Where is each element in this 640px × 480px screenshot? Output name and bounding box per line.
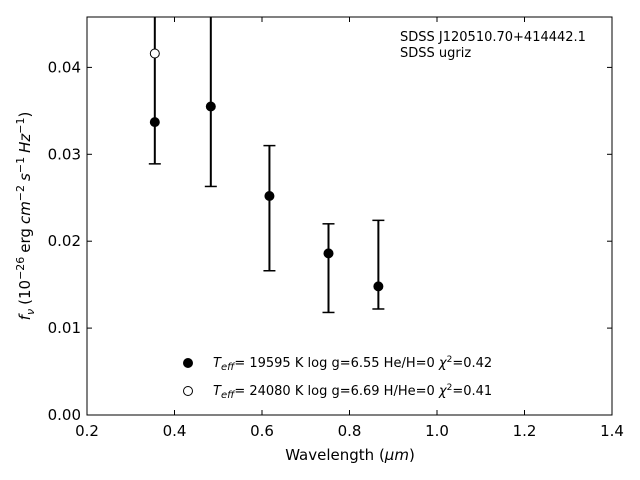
y-tick-label: 0.02	[48, 232, 81, 250]
y-axis-label-hz-exp: −1	[14, 118, 27, 134]
legend-marker-filled	[183, 358, 193, 368]
legend-entry-2-t: T	[213, 384, 222, 399]
y-axis-label-exp: −26	[14, 257, 27, 280]
y-tick-label: 0.03	[48, 145, 81, 163]
y-tick-label: 0.01	[48, 319, 81, 337]
data-point-filled	[205, 101, 216, 112]
legend-entry-1-chi: χ	[438, 356, 448, 371]
data-point-filled	[149, 117, 160, 128]
y-axis-label-open: (10	[16, 280, 34, 305]
legend-entry-2: Teff= 24080 K log g=6.69 H/He=0 χ2=0.41	[213, 383, 492, 401]
x-axis-label: Wavelength (μm)	[285, 446, 415, 464]
legend-entry-1-chi-exp: 2	[447, 355, 453, 365]
data-point-filled	[323, 248, 334, 259]
legend-entry-1-main: = 19595 K log g=6.55 He/H=0	[234, 356, 439, 371]
legend-entry-2-main: = 24080 K log g=6.69 H/He=0	[234, 384, 439, 399]
x-tick-label: 1.0	[425, 422, 449, 440]
annotation-line-1: SDSS J120510.70+414442.1	[400, 30, 586, 45]
y-axis-label-nu: ν	[24, 309, 37, 315]
data-point-open	[149, 48, 160, 59]
legend: Teff= 19595 K log g=6.55 He/H=0 χ2=0.42 …	[183, 355, 492, 401]
legend-entry-2-chi: χ	[438, 384, 448, 399]
data-point-filled	[264, 191, 275, 202]
x-tick-label: 0.2	[75, 422, 99, 440]
legend-entry-1-chi-val: =0.42	[452, 356, 492, 371]
x-axis-label-text: Wavelength (	[285, 446, 385, 464]
y-axis-label-s: s	[16, 173, 34, 181]
y-axis-label-close: )	[16, 112, 34, 118]
data-points	[149, 48, 384, 292]
legend-entry-1: Teff= 19595 K log g=6.55 He/H=0 χ2=0.42	[213, 355, 492, 373]
y-axis-label-cm: cm	[16, 201, 34, 224]
axis-ticks: 0.2 0.4 0.6 0.8 1.0 1.2 1.4 0.00 0.01 0.02 0.03 0.0…	[48, 17, 624, 440]
data-point-filled	[373, 281, 384, 292]
y-tick-label: 0.00	[48, 406, 81, 424]
y-axis-label: fν(10−26ergcm−2s−1Hz−1)	[14, 112, 37, 321]
legend-entry-1-t: T	[213, 356, 222, 371]
y-axis-label-cm-exp: −2	[14, 185, 27, 201]
legend-entry-2-chi-exp: 2	[447, 383, 453, 393]
annotation-line-2: SDSS ugriz	[400, 46, 471, 61]
legend-entry-2-chi-val: =0.41	[452, 384, 492, 399]
x-tick-label: 1.4	[600, 422, 624, 440]
x-axis-label-unit: μm	[384, 446, 409, 464]
legend-entry-1-eff: eff	[221, 362, 236, 373]
legend-entry-2-eff: eff	[221, 390, 236, 401]
x-tick-label: 0.4	[163, 422, 187, 440]
y-axis-label-f: f	[16, 312, 34, 320]
x-tick-label: 0.6	[250, 422, 274, 440]
y-axis-label-hz: Hz	[16, 133, 34, 153]
legend-marker-open	[183, 386, 193, 396]
y-axis-label-erg: erg	[16, 228, 34, 253]
x-axis-label-close: )	[409, 446, 415, 464]
y-tick-label: 0.04	[48, 58, 81, 76]
x-tick-label: 1.2	[513, 422, 537, 440]
y-axis-label-s-exp: −1	[14, 157, 27, 173]
error-bars	[148, 17, 385, 314]
x-tick-label: 0.8	[338, 422, 362, 440]
